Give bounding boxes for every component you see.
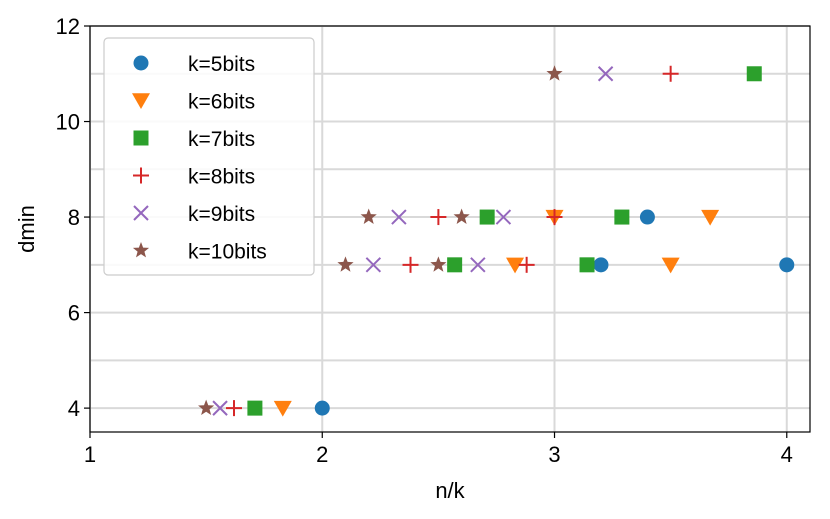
plot-area: [89, 25, 811, 433]
data-point: [226, 400, 242, 417]
legend-label: k=8bits: [188, 166, 255, 189]
x-tick-label: 3: [548, 442, 560, 467]
data-point: [661, 257, 680, 274]
data-point: [273, 400, 292, 417]
data-point: [746, 66, 762, 82]
data-point: [639, 209, 655, 225]
legend-marker: [132, 93, 150, 110]
legend-marker: [133, 167, 149, 184]
legend-label: k=9bits: [188, 203, 255, 226]
data-point: [518, 256, 535, 273]
data-point: [430, 256, 447, 272]
data-point: [495, 209, 512, 225]
data-point: [365, 257, 382, 273]
data-point: [479, 209, 495, 225]
legend-marker: [133, 130, 149, 146]
x-tick-label: 2: [316, 442, 328, 467]
data-point: [198, 399, 215, 415]
data-point: [779, 257, 795, 273]
data-point: [662, 65, 679, 82]
y-tick-label: 12: [56, 14, 80, 39]
x-tick-label: 1: [84, 442, 96, 467]
x-tick-label: 4: [781, 442, 793, 467]
data-point: [546, 65, 563, 81]
legend-box: [103, 37, 315, 276]
data-point: [701, 209, 720, 226]
legend: k=5bits k=6bits k=7bits k=8bits k=9bits k=10b…: [103, 37, 315, 276]
y-tick-label: 10: [56, 110, 80, 135]
data-point: [314, 400, 330, 416]
legend-marker: [133, 55, 149, 71]
data-point: [430, 209, 447, 226]
data-point: [247, 400, 263, 416]
y-tick-label: 6: [68, 301, 80, 326]
y-tick-label: 4: [68, 396, 80, 421]
data-point: [597, 66, 614, 82]
legend-label: k=6bits: [188, 91, 255, 114]
data-point: [546, 209, 563, 226]
data-point: [447, 257, 463, 273]
data-point: [506, 257, 525, 274]
data-points: [198, 65, 795, 417]
data-point: [470, 257, 486, 273]
data-point: [360, 208, 377, 224]
legend-marker: [132, 242, 150, 258]
legend-label: k=10bits: [188, 241, 267, 264]
x-axis-label: n/k: [435, 478, 465, 503]
legend-marker: [133, 205, 149, 221]
data-point: [212, 400, 228, 416]
legend-label: k=5bits: [188, 53, 255, 76]
data-point: [614, 209, 630, 225]
data-point: [337, 256, 354, 272]
data-point: [579, 257, 595, 273]
legend-label: k=7bits: [188, 128, 255, 151]
data-point: [391, 209, 407, 225]
data-point: [402, 256, 419, 273]
y-axis-label: dmin: [14, 205, 39, 253]
data-point: [453, 208, 470, 224]
y-tick-label: 8: [68, 205, 80, 230]
data-point: [593, 257, 609, 273]
